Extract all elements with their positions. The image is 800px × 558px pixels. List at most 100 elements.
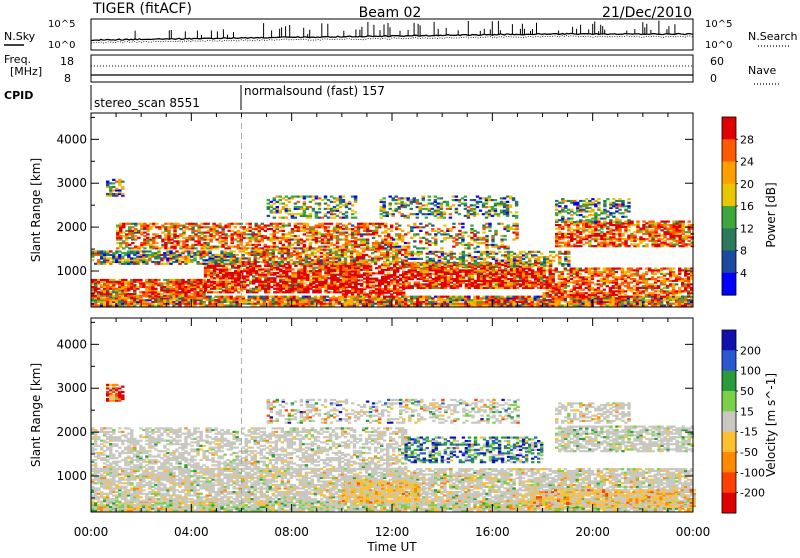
data-cell <box>441 261 444 263</box>
data-cell <box>134 235 137 237</box>
data-cell <box>128 247 131 249</box>
data-cell <box>182 230 185 232</box>
data-cell <box>169 286 172 288</box>
data-cell <box>320 296 323 298</box>
data-cell <box>624 271 627 273</box>
data-cell <box>360 274 363 276</box>
data-cell <box>269 299 272 301</box>
data-cell <box>170 242 173 244</box>
data-cell <box>179 225 182 227</box>
data-cell <box>211 254 214 256</box>
data-cell <box>681 296 684 298</box>
data-cell <box>597 287 600 289</box>
data-cell <box>434 301 437 303</box>
data-cell <box>178 259 181 261</box>
data-cell <box>202 259 205 261</box>
data-cell <box>428 301 431 303</box>
data-cell <box>407 299 410 301</box>
data-cell <box>97 304 100 306</box>
data-cell <box>360 269 363 271</box>
data-cell <box>191 223 194 225</box>
data-cell <box>459 269 462 271</box>
data-cell <box>516 287 519 289</box>
data-cell <box>225 267 228 269</box>
data-cell <box>639 287 642 289</box>
data-cell <box>477 283 480 285</box>
data-cell <box>216 268 219 270</box>
data-cell <box>148 303 151 305</box>
data-cell <box>651 276 654 278</box>
data-cell <box>287 296 290 298</box>
data-cell <box>255 223 258 225</box>
data-cell <box>549 299 552 301</box>
data-cell <box>293 254 296 256</box>
data-cell <box>390 288 393 290</box>
data-cell <box>573 276 576 278</box>
data-cell <box>214 299 217 301</box>
data-cell <box>308 254 311 256</box>
data-cell <box>164 226 167 228</box>
data-cell <box>255 270 258 272</box>
data-cell <box>136 295 139 297</box>
data-cell <box>134 246 137 248</box>
data-cell <box>369 272 372 274</box>
data-cell <box>335 250 338 252</box>
data-cell <box>175 250 178 252</box>
data-cell <box>515 296 518 298</box>
data-cell <box>549 254 552 256</box>
data-cell <box>567 269 570 271</box>
data-cell <box>579 276 582 278</box>
data-cell <box>525 266 528 268</box>
data-cell <box>678 287 681 289</box>
data-cell <box>326 296 329 298</box>
data-cell <box>618 283 621 285</box>
data-cell <box>161 232 164 234</box>
data-cell <box>121 252 124 254</box>
data-cell <box>369 278 372 280</box>
data-cell <box>314 256 317 258</box>
data-cell <box>669 296 672 298</box>
data-cell <box>216 291 219 293</box>
data-cell <box>305 254 308 256</box>
data-cell <box>294 272 297 274</box>
data-cell <box>276 246 279 248</box>
data-cell <box>122 235 125 237</box>
data-cell <box>151 261 154 263</box>
nsky-panel: N.Sky 10^5 10^0 10^5 10^0 N.Search <box>4 19 798 51</box>
data-cell <box>169 250 172 252</box>
data-cell <box>480 258 483 260</box>
data-cell <box>157 279 160 281</box>
data-cell <box>642 290 645 292</box>
data-cell <box>118 279 121 281</box>
data-cell <box>678 276 681 278</box>
data-cell <box>507 282 510 284</box>
data-cell <box>633 285 636 287</box>
data-cell <box>228 286 231 288</box>
data-cell <box>336 274 339 276</box>
data-cell <box>645 278 648 280</box>
data-cell <box>284 296 287 298</box>
data-cell <box>233 297 236 299</box>
data-cell <box>615 276 618 278</box>
data-cell <box>170 223 173 225</box>
data-cell <box>184 281 187 283</box>
data-cell <box>209 246 212 248</box>
data-cell <box>148 250 151 252</box>
data-cell <box>246 233 249 235</box>
data-cell <box>525 261 528 263</box>
data-cell <box>375 272 378 274</box>
data-cell <box>365 296 368 298</box>
data-cell <box>109 279 112 281</box>
data-cell <box>185 226 188 228</box>
data-cell <box>302 296 305 298</box>
data-cell <box>681 269 684 271</box>
data-cell <box>525 271 528 273</box>
data-cell <box>285 225 288 227</box>
data-cell <box>389 296 392 298</box>
data-cell <box>118 250 121 252</box>
data-cell <box>639 290 642 292</box>
data-cell <box>273 223 276 225</box>
data-cell <box>239 250 242 252</box>
data-cell <box>237 230 240 232</box>
